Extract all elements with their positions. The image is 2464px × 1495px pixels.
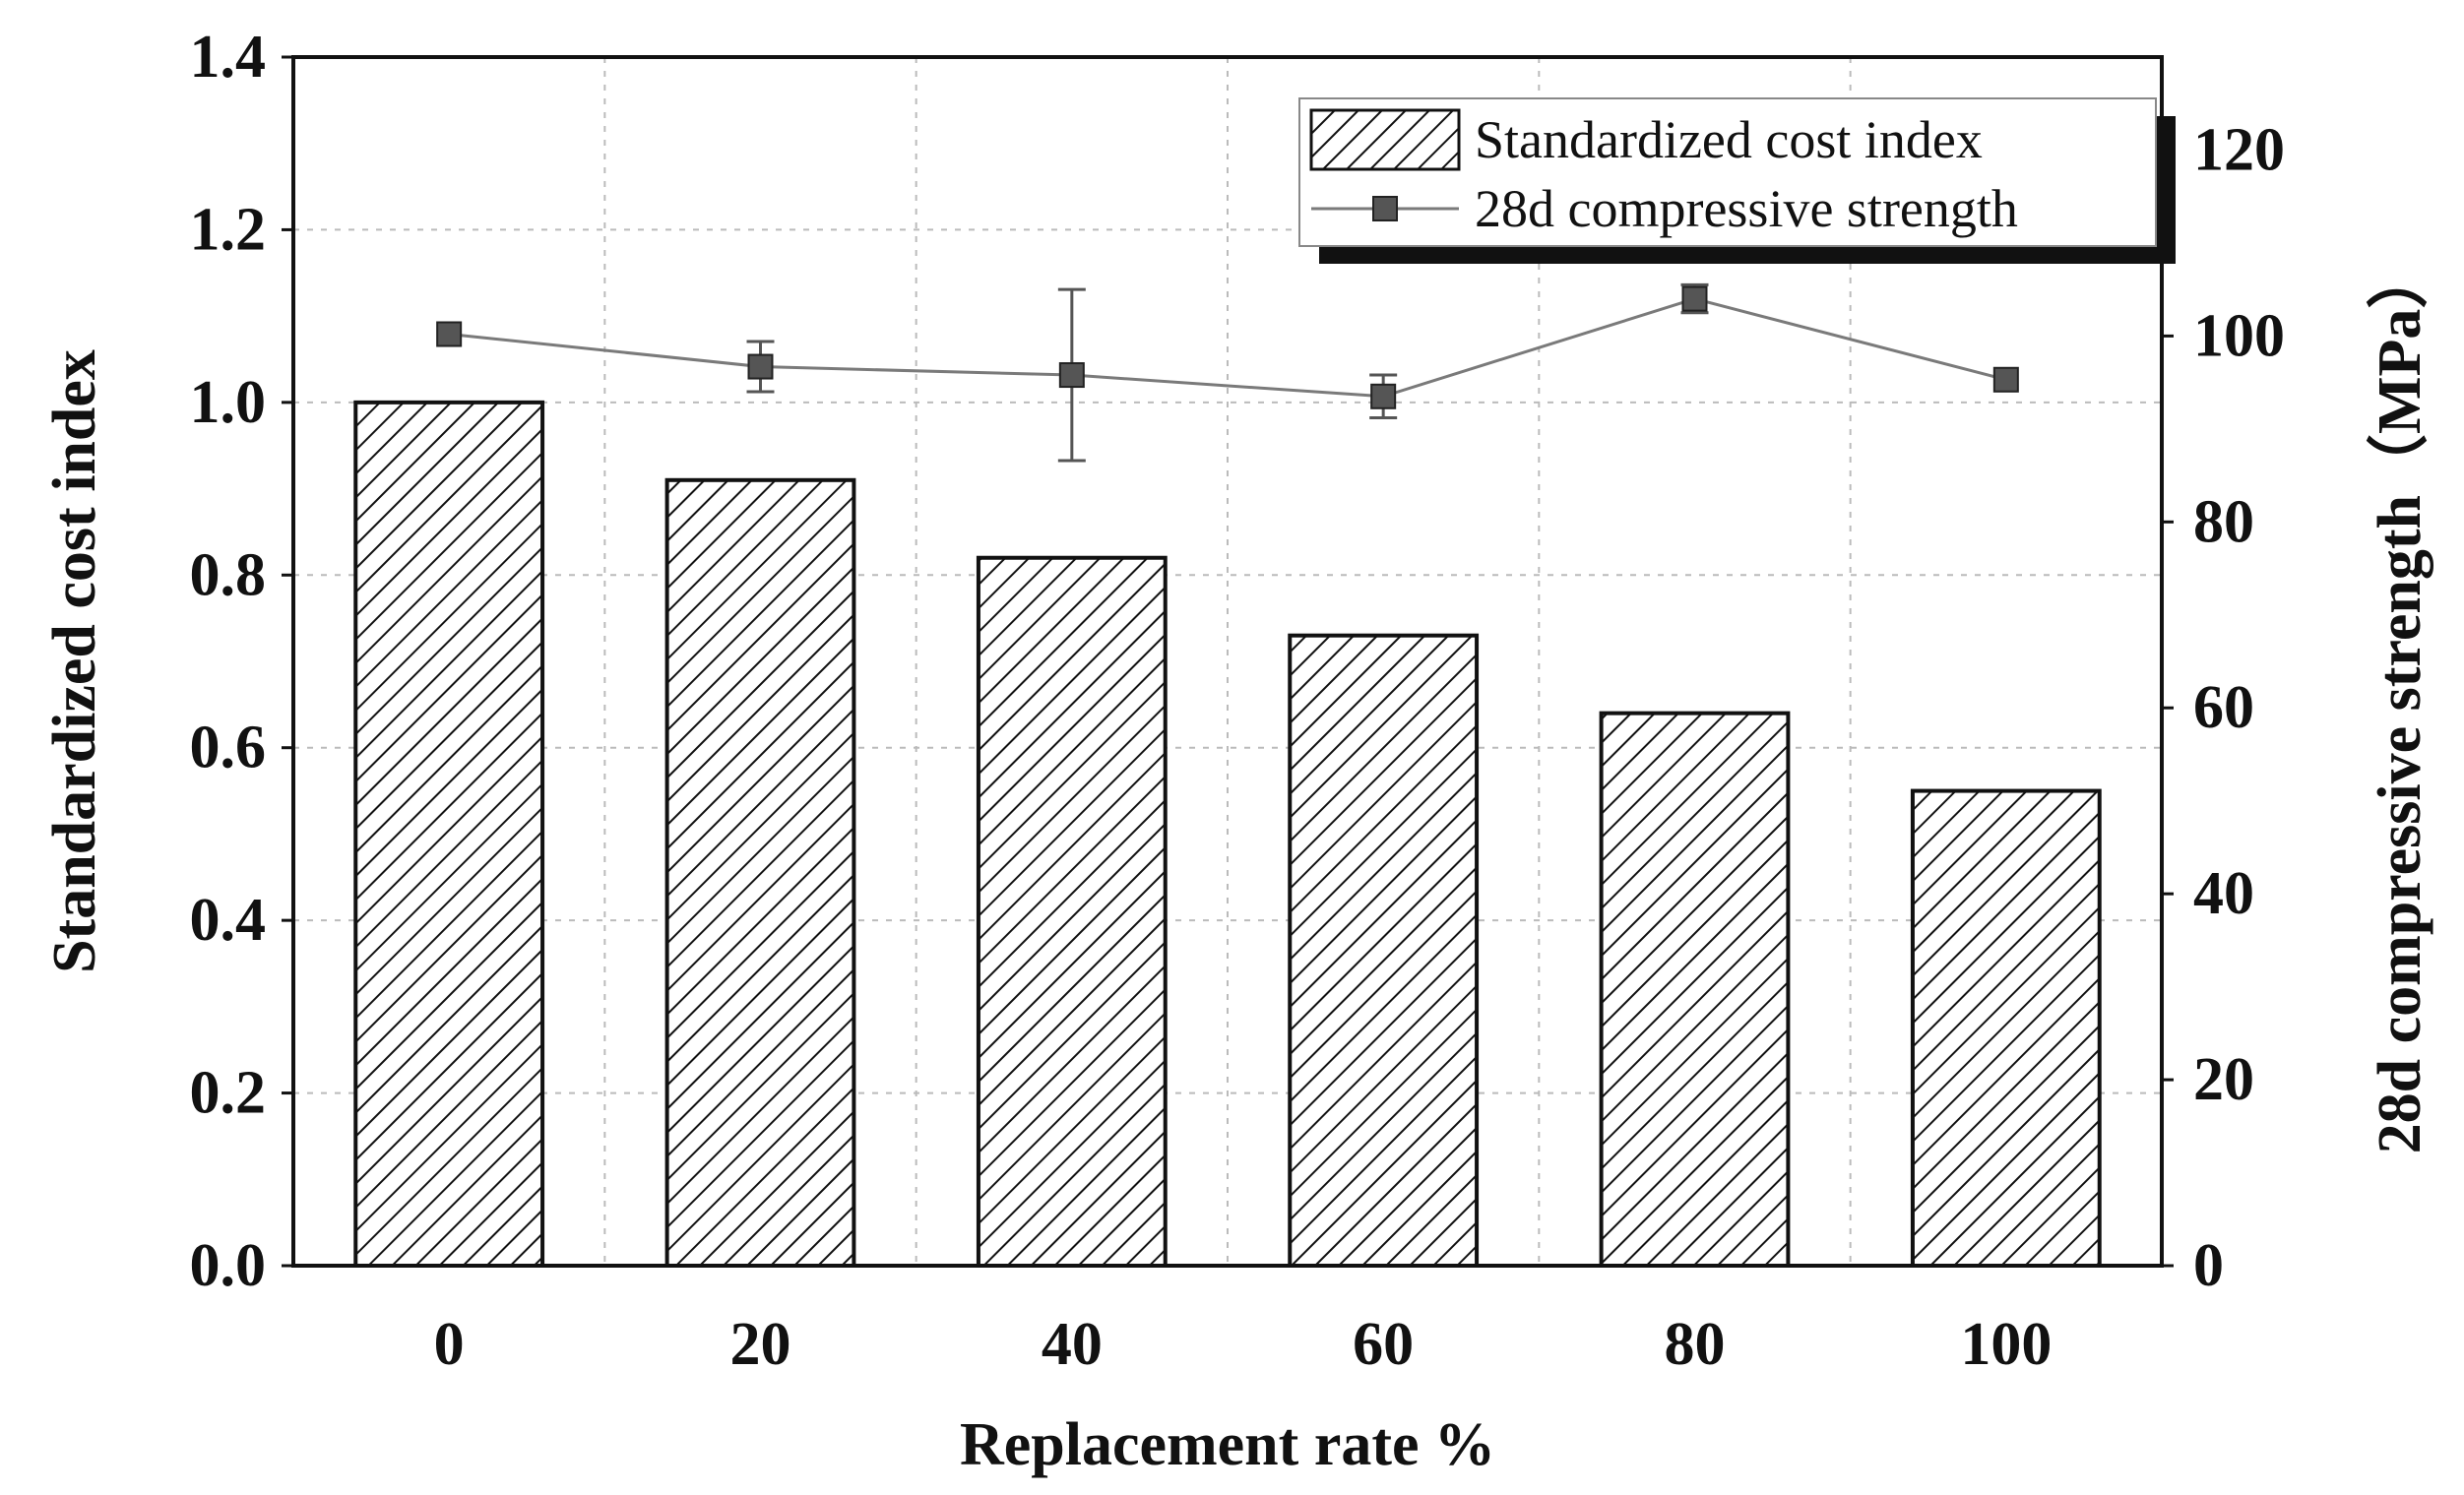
x-tick-label: 80 xyxy=(1665,1311,1726,1378)
bar-40 xyxy=(976,555,1168,1268)
left-tick-label: 1.4 xyxy=(190,24,267,91)
x-axis-title: Replacement rate % xyxy=(960,1411,1495,1478)
bar-20 xyxy=(664,477,856,1268)
left-tick-label: 0.8 xyxy=(190,541,267,608)
bar-80 xyxy=(1599,711,1791,1268)
right-tick-label: 60 xyxy=(2193,674,2254,741)
left-tick-label: 1.0 xyxy=(190,369,267,436)
marker-20 xyxy=(747,353,774,380)
left-tick-label: 0.0 xyxy=(190,1232,267,1299)
left-axis-title: Standardized cost index xyxy=(41,349,108,973)
left-tick-label: 0.2 xyxy=(190,1060,267,1127)
bar-series xyxy=(353,400,2102,1269)
right-axis-ticks: 0 20 40 60 80 100 120 xyxy=(2162,116,2285,1299)
marker-40 xyxy=(1058,362,1085,389)
right-tick-label: 80 xyxy=(2193,488,2254,555)
right-tick-label: 100 xyxy=(2193,302,2285,369)
x-tick-label: 100 xyxy=(1960,1311,2052,1378)
legend: Standardized cost index 28d compressive … xyxy=(1298,97,2176,264)
bar-60 xyxy=(1288,633,1480,1268)
legend-bar-label: Standardized cost index xyxy=(1475,110,1983,169)
marker-0 xyxy=(436,321,463,347)
left-tick-label: 1.2 xyxy=(190,196,267,263)
right-tick-label: 40 xyxy=(2193,860,2254,927)
legend-line-label: 28d compressive strength xyxy=(1475,179,2018,238)
x-tick-label: 20 xyxy=(730,1311,791,1378)
right-tick-label: 0 xyxy=(2193,1232,2224,1299)
bar-100 xyxy=(1910,788,2102,1268)
grid-lines xyxy=(293,57,2162,1266)
left-tick-label: 0.4 xyxy=(190,887,267,954)
right-tick-label: 120 xyxy=(2193,116,2285,183)
marker-60 xyxy=(1370,383,1397,409)
left-axis-ticks: 0.0 0.2 0.4 0.6 0.8 1.0 1.2 1.4 xyxy=(190,24,293,1299)
x-axis-ticks: 0 20 40 60 80 100 xyxy=(434,1311,2053,1378)
legend-marker-swatch xyxy=(1372,196,1398,221)
legend-bar-swatch xyxy=(1309,108,1461,171)
bar-0 xyxy=(353,400,545,1269)
right-axis-title: 28d compressive strength（MPa） xyxy=(2365,248,2433,1154)
plot-frame xyxy=(291,55,2164,1268)
marker-80 xyxy=(1681,285,1708,312)
strength-line xyxy=(449,297,2007,399)
x-tick-label: 0 xyxy=(434,1311,465,1378)
right-tick-label: 20 xyxy=(2193,1046,2254,1113)
marker-100 xyxy=(1992,366,2019,393)
x-tick-label: 60 xyxy=(1353,1311,1414,1378)
left-tick-label: 0.6 xyxy=(190,715,267,781)
line-series xyxy=(436,282,2019,463)
x-tick-label: 40 xyxy=(1042,1311,1103,1378)
